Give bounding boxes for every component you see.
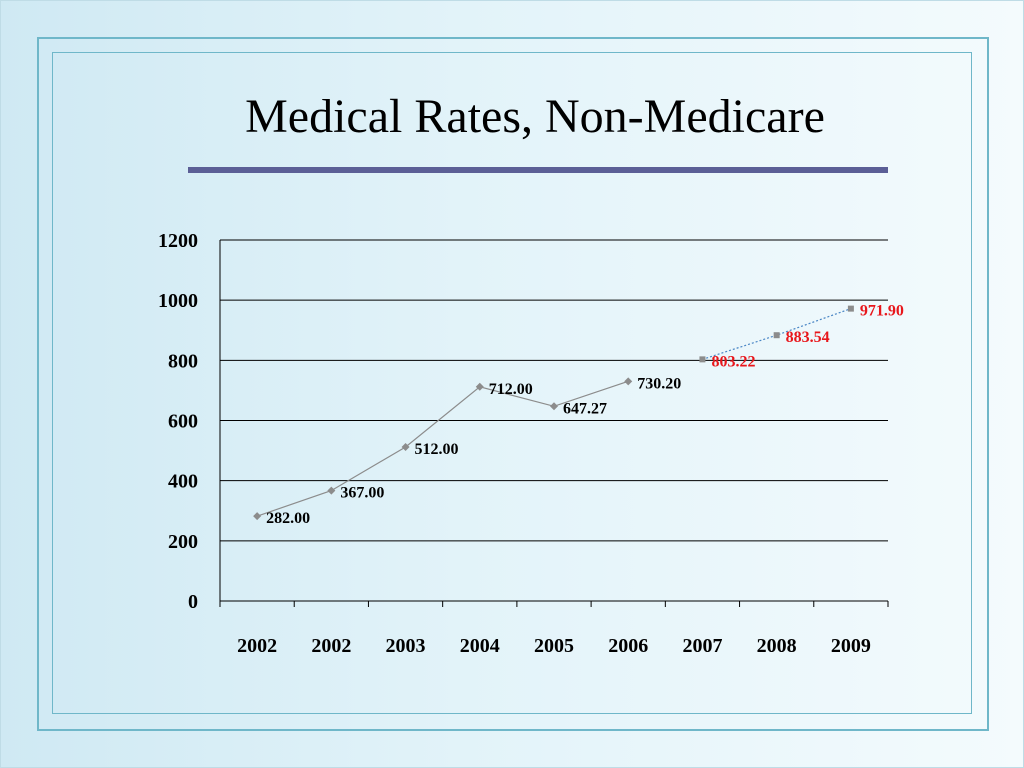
data-point bbox=[475, 382, 484, 391]
data-point bbox=[773, 332, 780, 339]
data-label: 730.20 bbox=[637, 375, 681, 392]
x-tick-label: 2008 bbox=[757, 635, 797, 657]
x-tick-label: 2005 bbox=[534, 635, 574, 657]
slide-frame bbox=[37, 37, 989, 731]
slide-title: Medical Rates, Non-Medicare bbox=[245, 90, 825, 143]
y-tick-label: 400 bbox=[168, 471, 198, 493]
x-tick-label: 2002 bbox=[311, 635, 351, 657]
data-label: 883.54 bbox=[786, 329, 830, 346]
x-tick-label: 2002 bbox=[237, 635, 277, 657]
data-label: 712.00 bbox=[489, 381, 533, 398]
data-point bbox=[624, 377, 633, 386]
data-point bbox=[550, 402, 558, 411]
y-tick-label: 1200 bbox=[158, 230, 198, 252]
data-point bbox=[699, 356, 706, 363]
data-label: 367.00 bbox=[340, 485, 384, 502]
data-label: 647.27 bbox=[563, 400, 607, 417]
y-tick-label: 600 bbox=[168, 411, 198, 433]
title-rule bbox=[188, 167, 888, 173]
x-tick-label: 2006 bbox=[608, 635, 648, 657]
y-tick-label: 800 bbox=[168, 350, 198, 372]
x-tick-label: 2004 bbox=[460, 635, 500, 657]
data-label: 512.00 bbox=[415, 441, 459, 458]
y-tick-label: 200 bbox=[168, 531, 198, 553]
data-point bbox=[401, 442, 410, 451]
slide-inner-frame bbox=[52, 52, 972, 714]
x-tick-label: 2009 bbox=[831, 635, 871, 657]
x-tick-label: 2003 bbox=[386, 635, 426, 657]
data-label: 803.22 bbox=[711, 353, 755, 370]
series-line bbox=[256, 380, 629, 517]
data-point bbox=[847, 305, 854, 312]
x-tick-label: 2007 bbox=[682, 635, 722, 657]
data-point bbox=[327, 486, 336, 495]
data-label: 282.00 bbox=[266, 510, 310, 527]
data-point bbox=[253, 512, 262, 521]
data-label: 971.90 bbox=[860, 303, 904, 320]
y-tick-label: 0 bbox=[188, 591, 198, 613]
y-tick-label: 1000 bbox=[158, 290, 198, 312]
